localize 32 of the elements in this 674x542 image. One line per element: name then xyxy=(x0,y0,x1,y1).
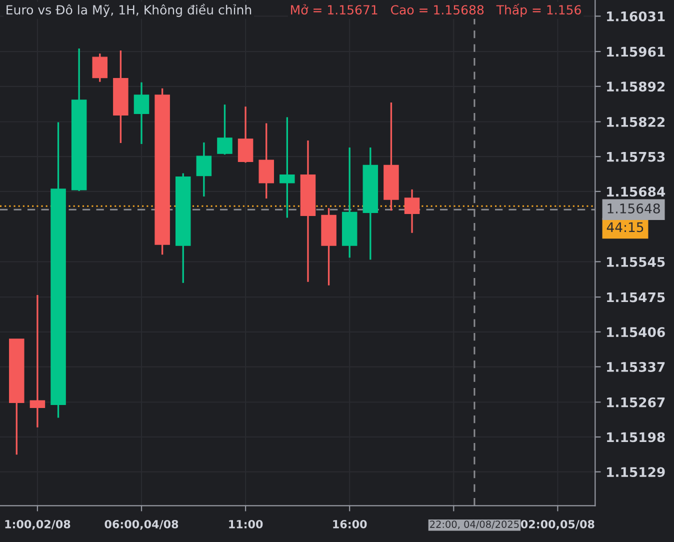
candlestick xyxy=(196,142,212,198)
y-tick-label: 1.15337 xyxy=(607,362,665,372)
x-tick-label: 1:00,02/08 xyxy=(5,520,70,530)
x-tick-label: 06:00,04/08 xyxy=(104,520,178,530)
y-tick-label: 1.15822 xyxy=(607,116,665,127)
y-tick-label: 1.15198 xyxy=(607,432,665,442)
chart-subtitle: Mở = 1.15671 Cao = 1.15688 Thấp = 1.156 xyxy=(291,4,581,17)
y-tick-label: 1.15961 xyxy=(607,46,665,57)
text: 44:15 xyxy=(606,222,644,232)
y-tick-label: 1.16031 xyxy=(607,11,665,22)
x-tick-label: 22:00, 04/08/2025 xyxy=(430,520,519,529)
x-tick-label: 11:00 xyxy=(229,520,263,528)
candlestick xyxy=(280,116,295,219)
candlestick xyxy=(30,294,46,428)
candlestick xyxy=(404,188,420,234)
y-tick-label: 1.15684 xyxy=(607,186,666,197)
y-tick-label: 1.15545 xyxy=(607,257,665,267)
candlestick xyxy=(217,104,232,156)
candlestick xyxy=(92,52,108,83)
candlestick xyxy=(258,122,274,200)
candlestick xyxy=(238,106,254,164)
y-tick-label: 1.15406 xyxy=(607,327,665,338)
chart-title: Euro vs Đô la Mỹ, 1H, Không điều chỉnh xyxy=(6,4,252,17)
y-tick-label: 1.15129 xyxy=(607,467,665,478)
ref-line-label: 1.15648 xyxy=(608,204,660,214)
x-tick-label: 02:00,05/08 xyxy=(520,520,594,530)
y-tick-label: 1.15753 xyxy=(607,152,665,162)
y-tick-label: 1.15267 xyxy=(607,397,665,408)
candlestick xyxy=(134,82,150,145)
y-tick-label: 1.15475 xyxy=(607,292,665,302)
x-tick-label: 16:00 xyxy=(333,520,367,528)
y-tick-label: 1.15892 xyxy=(607,82,665,92)
